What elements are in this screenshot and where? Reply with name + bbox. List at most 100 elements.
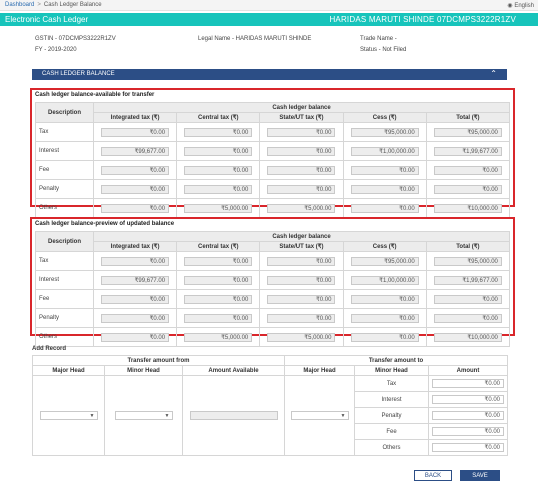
state-ut-tax-value: ₹0.00 [267,256,336,266]
row-label: Tax [35,122,94,142]
language-label: English [514,3,534,9]
transfer-from-header: Transfer amount from [32,355,285,366]
transfer-to-header: Transfer amount to [284,355,508,366]
cess-value: ₹0.00 [350,313,419,323]
section-title: CASH LEDGER BALANCE [42,71,115,77]
integrated-tax-value: ₹0.00 [101,184,170,194]
breadcrumb-separator: > [37,2,41,8]
to-amount-input-fee[interactable]: ₹0.00 [432,427,504,436]
breadcrumb: Dashboard > Cash Ledger Balance [5,2,102,8]
gstin-text: GSTIN - 07DCMPS3222R1ZV [35,36,116,42]
from-minor-head-header: Minor Head [104,365,183,376]
integrated-tax-value: ₹99,677.00 [101,275,170,285]
from-major-head-header: Major Head [32,365,105,376]
table-row: Penalty ₹0.00 ₹0.00 ₹0.00 ₹0.00 ₹0.00 [35,308,511,328]
to-major-head-select[interactable]: ▼ [290,411,349,420]
available-balance-table: Description Cash ledger balance Integrat… [35,102,511,218]
from-major-head-select[interactable]: ▼ [39,411,98,420]
table-row: Tax ₹0.00 ₹0.00 ₹0.00 ₹95,000.00 ₹95,000… [35,122,511,142]
to-amount-input-penalty[interactable]: ₹0.00 [432,411,504,420]
amount-available-header: Amount Available [182,365,285,376]
cess-value: ₹0.00 [350,294,419,304]
central-tax-value: ₹5,000.00 [184,332,253,342]
total-header: Total (₹) [425,112,511,123]
integrated-tax-header: Integrated tax (₹) [92,112,178,123]
amount-available-field [189,411,278,420]
row-label: Tax [35,251,94,271]
legal-name-text: Legal Name - HARIDAS MARUTI SHINDE [198,36,312,42]
save-button[interactable]: SAVE [460,470,500,481]
total-value: ₹1,99,677.00 [433,146,502,156]
to-minor-head-label: Penalty [354,407,429,424]
integrated-tax-value: ₹0.00 [101,313,170,323]
transfer-table: Transfer amount from Transfer amount to … [32,355,508,456]
page-title: Electronic Cash Ledger [5,15,89,24]
to-amount-input-interest[interactable]: ₹0.00 [432,395,504,404]
state-ut-tax-value: ₹0.00 [267,146,336,156]
available-balance-title: Cash ledger balance-available for transf… [35,92,155,98]
from-minor-head-select[interactable]: ▼ [114,411,173,420]
central-tax-value: ₹0.00 [184,275,253,285]
chevron-up-icon[interactable]: ⌃ [490,69,497,78]
total-value: ₹1,99,677.00 [433,275,502,285]
chevron-down-icon: ▼ [164,413,170,419]
table-row: Fee ₹0.00 ₹0.00 ₹0.00 ₹0.00 ₹0.00 [35,289,511,309]
state-ut-tax-value: ₹0.00 [267,165,336,175]
available-balance-panel: Cash ledger balance-available for transf… [30,88,515,218]
central-tax-value: ₹0.00 [184,313,253,323]
to-major-head-header: Major Head [284,365,355,376]
total-value: ₹0.00 [433,313,502,323]
cess-value: ₹95,000.00 [350,256,419,266]
total-value: ₹0.00 [433,184,502,194]
globe-icon: ◉ [507,3,513,9]
table-row: Others ₹0.00 ₹5,000.00 ₹5,000.00 ₹0.00 ₹… [35,198,511,218]
breadcrumb-dashboard-link[interactable]: Dashboard [5,2,35,8]
central-tax-value: ₹0.00 [184,256,253,266]
total-value: ₹0.00 [433,165,502,175]
description-header: Description [35,102,94,123]
to-minor-head-label: Others [354,439,429,456]
row-label: Others [35,327,94,347]
integrated-tax-value: ₹0.00 [101,203,170,213]
row-label: Penalty [35,308,94,328]
preview-balance-panel: Cash ledger balance-preview of updated b… [30,217,515,347]
breadcrumb-current: Cash Ledger Balance [43,2,102,8]
state-ut-tax-header: State/UT tax (₹) [259,112,344,123]
integrated-tax-value: ₹0.00 [101,165,170,175]
table-row: Fee ₹0.00 ₹0.00 ₹0.00 ₹0.00 ₹0.00 [35,160,511,180]
row-label: Others [35,198,94,218]
breadcrumb-bar: Dashboard > Cash Ledger Balance ◉ English [0,0,538,11]
table-row: Interest ₹99,677.00 ₹0.00 ₹0.00 ₹1,00,00… [35,141,511,161]
language-selector[interactable]: ◉ English [507,2,534,9]
central-tax-value: ₹0.00 [184,127,253,137]
to-amount-input-others[interactable]: ₹0.00 [432,443,504,452]
description-header: Description [35,231,94,252]
cash-ledger-balance-header: Cash ledger balance [93,102,510,113]
to-amount-input-tax[interactable]: ₹0.00 [432,379,504,388]
total-header: Total (₹) [425,241,511,252]
state-ut-tax-value: ₹5,000.00 [267,332,336,342]
back-button[interactable]: BACK [414,470,452,481]
row-label: Penalty [35,179,94,199]
total-value: ₹10,000.00 [433,203,502,213]
to-minor-head-label: Interest [354,391,429,408]
central-tax-value: ₹0.00 [184,294,253,304]
page-header: Electronic Cash Ledger HARIDAS MARUTI SH… [0,13,538,26]
central-tax-value: ₹0.00 [184,165,253,175]
chevron-down-icon: ▼ [340,413,346,419]
cash-ledger-balance-header: Cash ledger balance [93,231,510,242]
total-value: ₹95,000.00 [433,256,502,266]
row-label: Interest [35,141,94,161]
row-label: Fee [35,289,94,309]
state-ut-tax-value: ₹0.00 [267,294,336,304]
total-value: ₹10,000.00 [433,332,502,342]
cash-ledger-balance-section-header[interactable]: CASH LEDGER BALANCE ⌃ [32,69,507,80]
state-ut-tax-value: ₹0.00 [267,127,336,137]
table-row: Interest ₹99,677.00 ₹0.00 ₹0.00 ₹1,00,00… [35,270,511,290]
cess-value: ₹95,000.00 [350,127,419,137]
row-label: Fee [35,160,94,180]
central-tax-value: ₹5,000.00 [184,203,253,213]
to-minor-head-label: Fee [354,423,429,440]
table-row: Penalty ₹0.00 ₹0.00 ₹0.00 ₹0.00 ₹0.00 [35,179,511,199]
total-value: ₹0.00 [433,294,502,304]
